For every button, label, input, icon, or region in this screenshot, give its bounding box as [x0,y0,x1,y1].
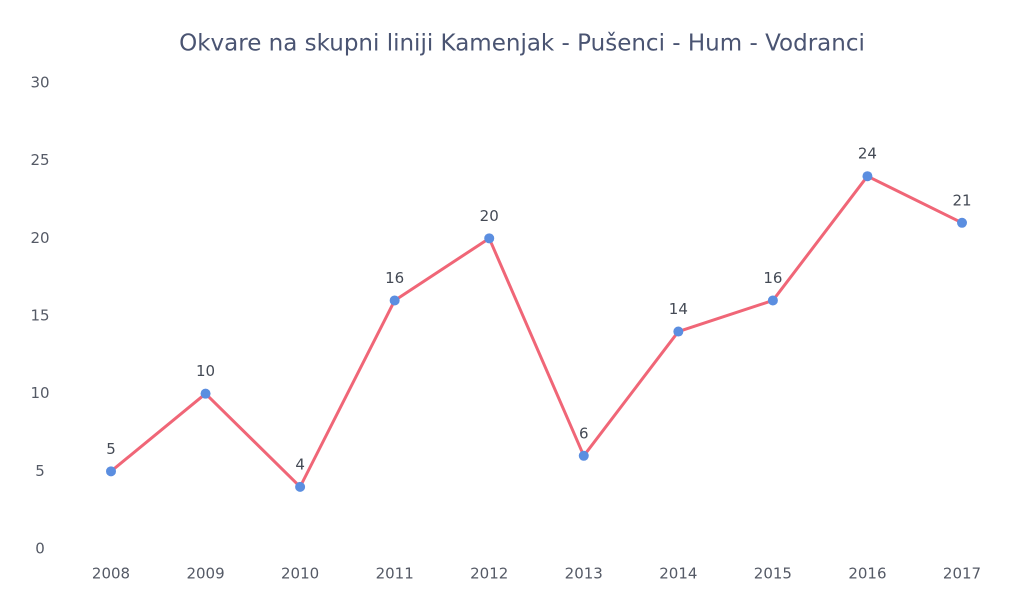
x-tick-label: 2015 [754,565,792,583]
y-tick-label: 15 [30,307,49,325]
x-tick-label: 2016 [848,565,886,583]
y-tick-label: 30 [30,74,49,92]
x-tick-label: 2009 [186,565,224,583]
marker [106,466,116,477]
x-tick-label: 2013 [565,565,603,583]
y-tick-label: 5 [35,462,45,480]
data-label: 21 [952,191,971,209]
data-label: 24 [858,145,877,163]
marker [484,233,495,244]
data-label: 10 [196,362,215,380]
marker [767,295,778,306]
data-label: 16 [385,269,404,287]
y-tick-label: 10 [30,384,49,402]
marker [295,481,306,492]
y-tick-label: 25 [30,151,49,169]
marker [862,171,873,182]
data-label: 6 [579,424,589,442]
marker [578,450,589,461]
x-tick-label: 2010 [281,565,319,583]
data-label: 20 [480,207,499,225]
data-label: 16 [763,269,782,287]
data-label: 14 [669,300,688,318]
marker [673,326,684,337]
marker [200,388,211,399]
marker [389,295,400,306]
x-tick-label: 2014 [659,565,697,583]
y-tick-label: 0 [35,540,45,558]
x-tick-label: 2012 [470,565,508,583]
y-tick-label: 20 [30,229,49,247]
chart-title: Okvare na skupni liniji Kamenjak - Pušen… [179,31,865,57]
x-tick-label: 2011 [376,565,414,583]
x-tick-label: 2008 [92,565,130,583]
data-label: 4 [295,455,305,473]
line [110,174,963,489]
data-label: 5 [106,440,116,458]
marker [957,217,967,228]
x-tick-label: 2017 [943,565,981,583]
